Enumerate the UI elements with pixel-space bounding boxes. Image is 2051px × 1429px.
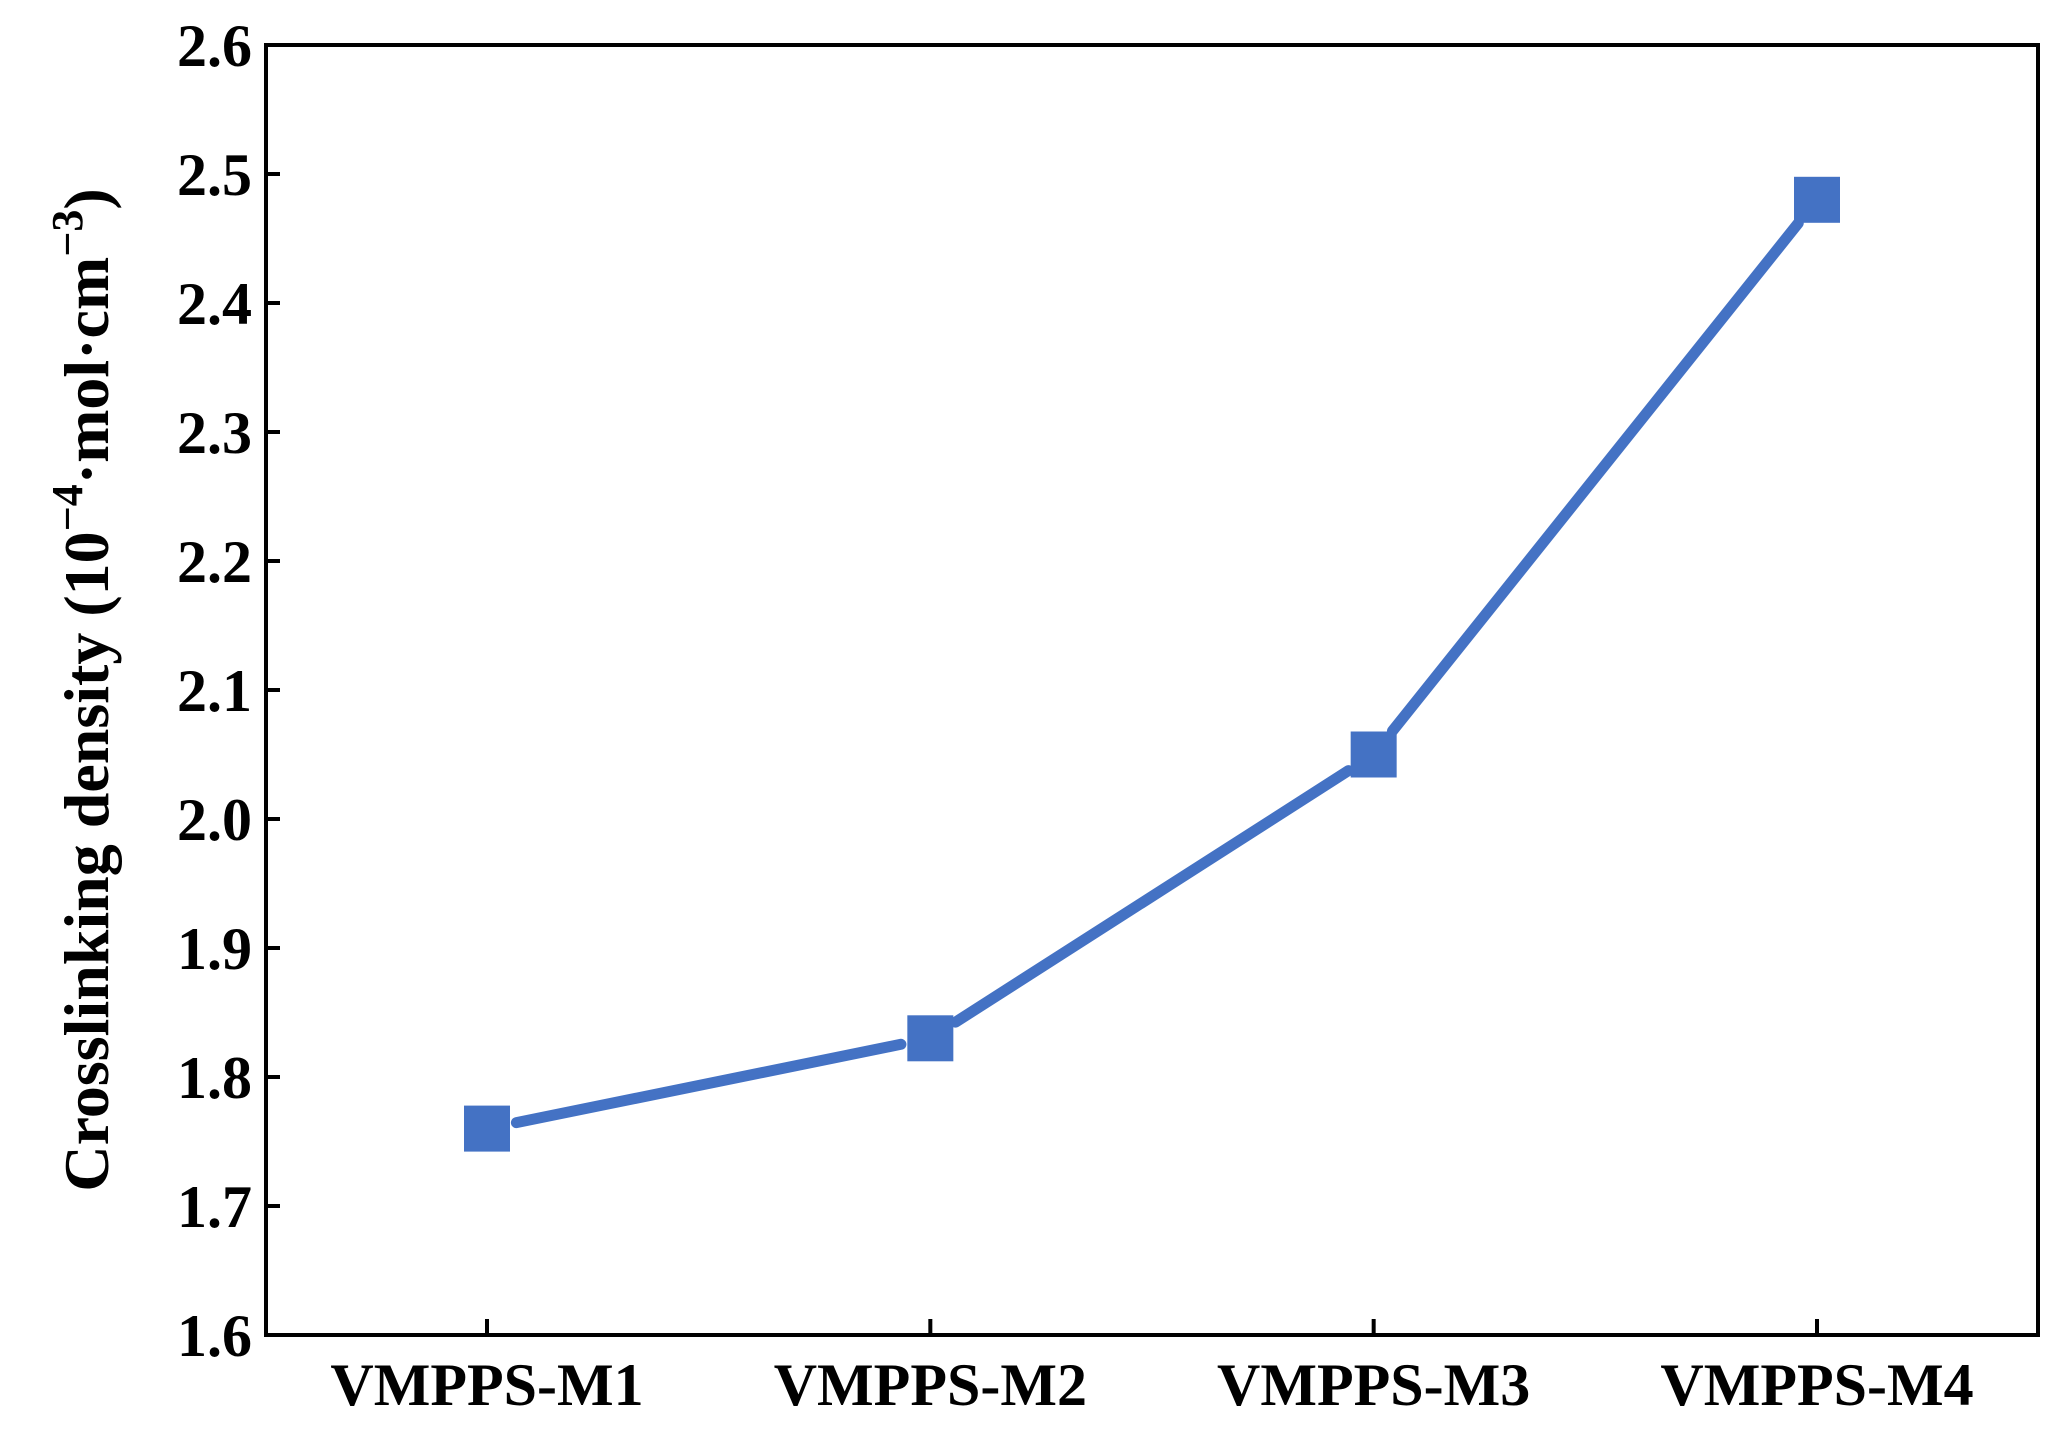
y-tick-label: 2.0 <box>177 787 252 853</box>
x-tick-label: VMPPS-M4 <box>1660 1352 1973 1418</box>
y-axis-title-mid: ·mol·cm <box>51 257 122 485</box>
series-line-segment <box>1386 217 1804 737</box>
y-axis-title-sup1: −4 <box>43 484 92 531</box>
y-tick-label: 2.1 <box>177 658 252 724</box>
x-ticks: VMPPS-M1 VMPPS-M2 VMPPS-M3 VMPPS-M4 <box>330 1319 1974 1418</box>
x-tick-label: VMPPS-M2 <box>774 1352 1087 1418</box>
y-ticks: 1.6 1.7 1.8 1.9 2.0 2.1 2.2 2.3 2.4 2.5 2.6 <box>177 13 280 1369</box>
y-tick-label: 2.2 <box>177 529 252 595</box>
data-point-marker <box>907 1015 954 1062</box>
series-layer <box>464 176 1840 1152</box>
data-point-marker <box>464 1105 510 1152</box>
y-axis-title: Crosslinking density (10−4·mol·cm−3) <box>43 188 122 1191</box>
y-axis-title-main: Crosslinking density (10 <box>51 531 122 1191</box>
y-tick-label: 2.5 <box>177 142 252 208</box>
x-tick-label: VMPPS-M3 <box>1217 1352 1530 1418</box>
y-axis-title-end: ) <box>51 188 122 209</box>
data-point-marker <box>1350 731 1397 778</box>
x-tick-label: VMPPS-M1 <box>330 1352 643 1418</box>
y-tick-label: 1.6 <box>177 1303 252 1369</box>
y-tick-label: 1.9 <box>177 916 252 982</box>
plot-frame <box>264 43 2040 1337</box>
series-line-segment <box>510 1038 907 1129</box>
series-line-segment <box>950 765 1354 1028</box>
y-tick-label: 1.8 <box>177 1045 252 1111</box>
y-tick-label: 1.7 <box>177 1174 252 1240</box>
y-tick-label: 2.6 <box>177 13 252 79</box>
y-tick-label: 2.3 <box>177 400 252 466</box>
y-axis-title-sup2: −3 <box>43 210 92 257</box>
y-tick-label: 2.4 <box>177 271 252 337</box>
data-point-marker <box>1794 176 1840 223</box>
